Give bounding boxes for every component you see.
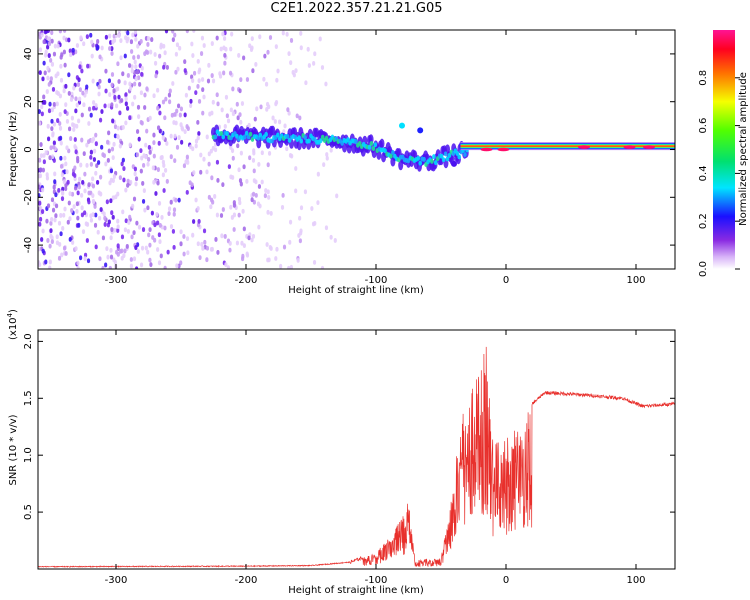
colorbar-gradient <box>713 30 735 269</box>
colorbar-tick-label: 0.0 <box>698 261 709 277</box>
spectrogram-x-tick-label: -200 <box>235 275 258 286</box>
colorbar-label: Normalized spectral amplitude <box>738 72 749 226</box>
snr-x-tick-label: -100 <box>365 575 388 586</box>
spectrogram-image <box>38 30 675 269</box>
snr-panel: -300 -200 -100 0 100 0.5 1.0 1.5 2.0 Height of s… <box>6 309 676 596</box>
spectrogram-x-tick-label: -100 <box>365 275 388 286</box>
snr-y-label: SNR (10 * v/v) <box>8 414 19 485</box>
spectrogram-y-tick-label: -40 <box>23 237 34 253</box>
colorbar-tick-label: 0.4 <box>698 165 709 181</box>
spectrogram-x-label: Height of straight line (km) <box>288 285 424 296</box>
snr-x-label: Height of straight line (km) <box>288 585 424 596</box>
chart-title: C2E1.2022.357.21.21.G05 <box>270 1 443 16</box>
snr-y-tick-label: 2.0 <box>23 333 34 349</box>
colorbar: 0.0 0.2 0.4 0.6 0.8 Normalized spectral ampl… <box>698 30 749 277</box>
snr-x-tick-label: -200 <box>235 575 258 586</box>
snr-y-tick-label: 1.0 <box>23 447 34 463</box>
spectrogram-x-tick-label: 0 <box>503 275 509 286</box>
colorbar-tick-label: 0.6 <box>698 118 709 134</box>
snr-y-tick-label: 1.5 <box>23 390 34 406</box>
snr-x-tick-label: 0 <box>503 575 509 586</box>
snr-x-tick-label: -300 <box>105 575 128 586</box>
snr-multiplier-label: (x104) <box>6 309 19 340</box>
spectrogram-x-tick-label: 100 <box>626 275 645 286</box>
spectrogram-y-tick-label: -20 <box>23 189 34 205</box>
snr-series <box>38 346 675 568</box>
spectrogram-y-tick-label: 40 <box>23 48 34 61</box>
colorbar-tick-label: 0.2 <box>698 213 709 229</box>
colorbar-tick-label: 0.8 <box>698 70 709 86</box>
snr-y-tick-label: 0.5 <box>23 504 34 520</box>
spectrogram-y-tick-label: 20 <box>23 95 34 108</box>
snr-frame <box>37 329 676 570</box>
spectrogram-y-label: Frequency (Hz) <box>8 111 19 187</box>
spectrogram-x-tick-label: -300 <box>105 275 128 286</box>
snr-x-tick-label: 100 <box>626 575 645 586</box>
snr-line <box>38 346 675 568</box>
spectrogram-y-tick-label: 0 <box>23 146 34 152</box>
